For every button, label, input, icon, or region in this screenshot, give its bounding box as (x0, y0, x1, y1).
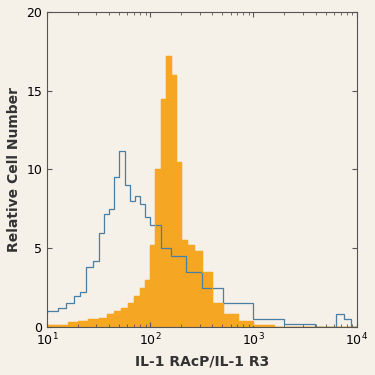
X-axis label: IL-1 RAcP/IL-1 R3: IL-1 RAcP/IL-1 R3 (135, 354, 269, 368)
Y-axis label: Relative Cell Number: Relative Cell Number (7, 87, 21, 252)
